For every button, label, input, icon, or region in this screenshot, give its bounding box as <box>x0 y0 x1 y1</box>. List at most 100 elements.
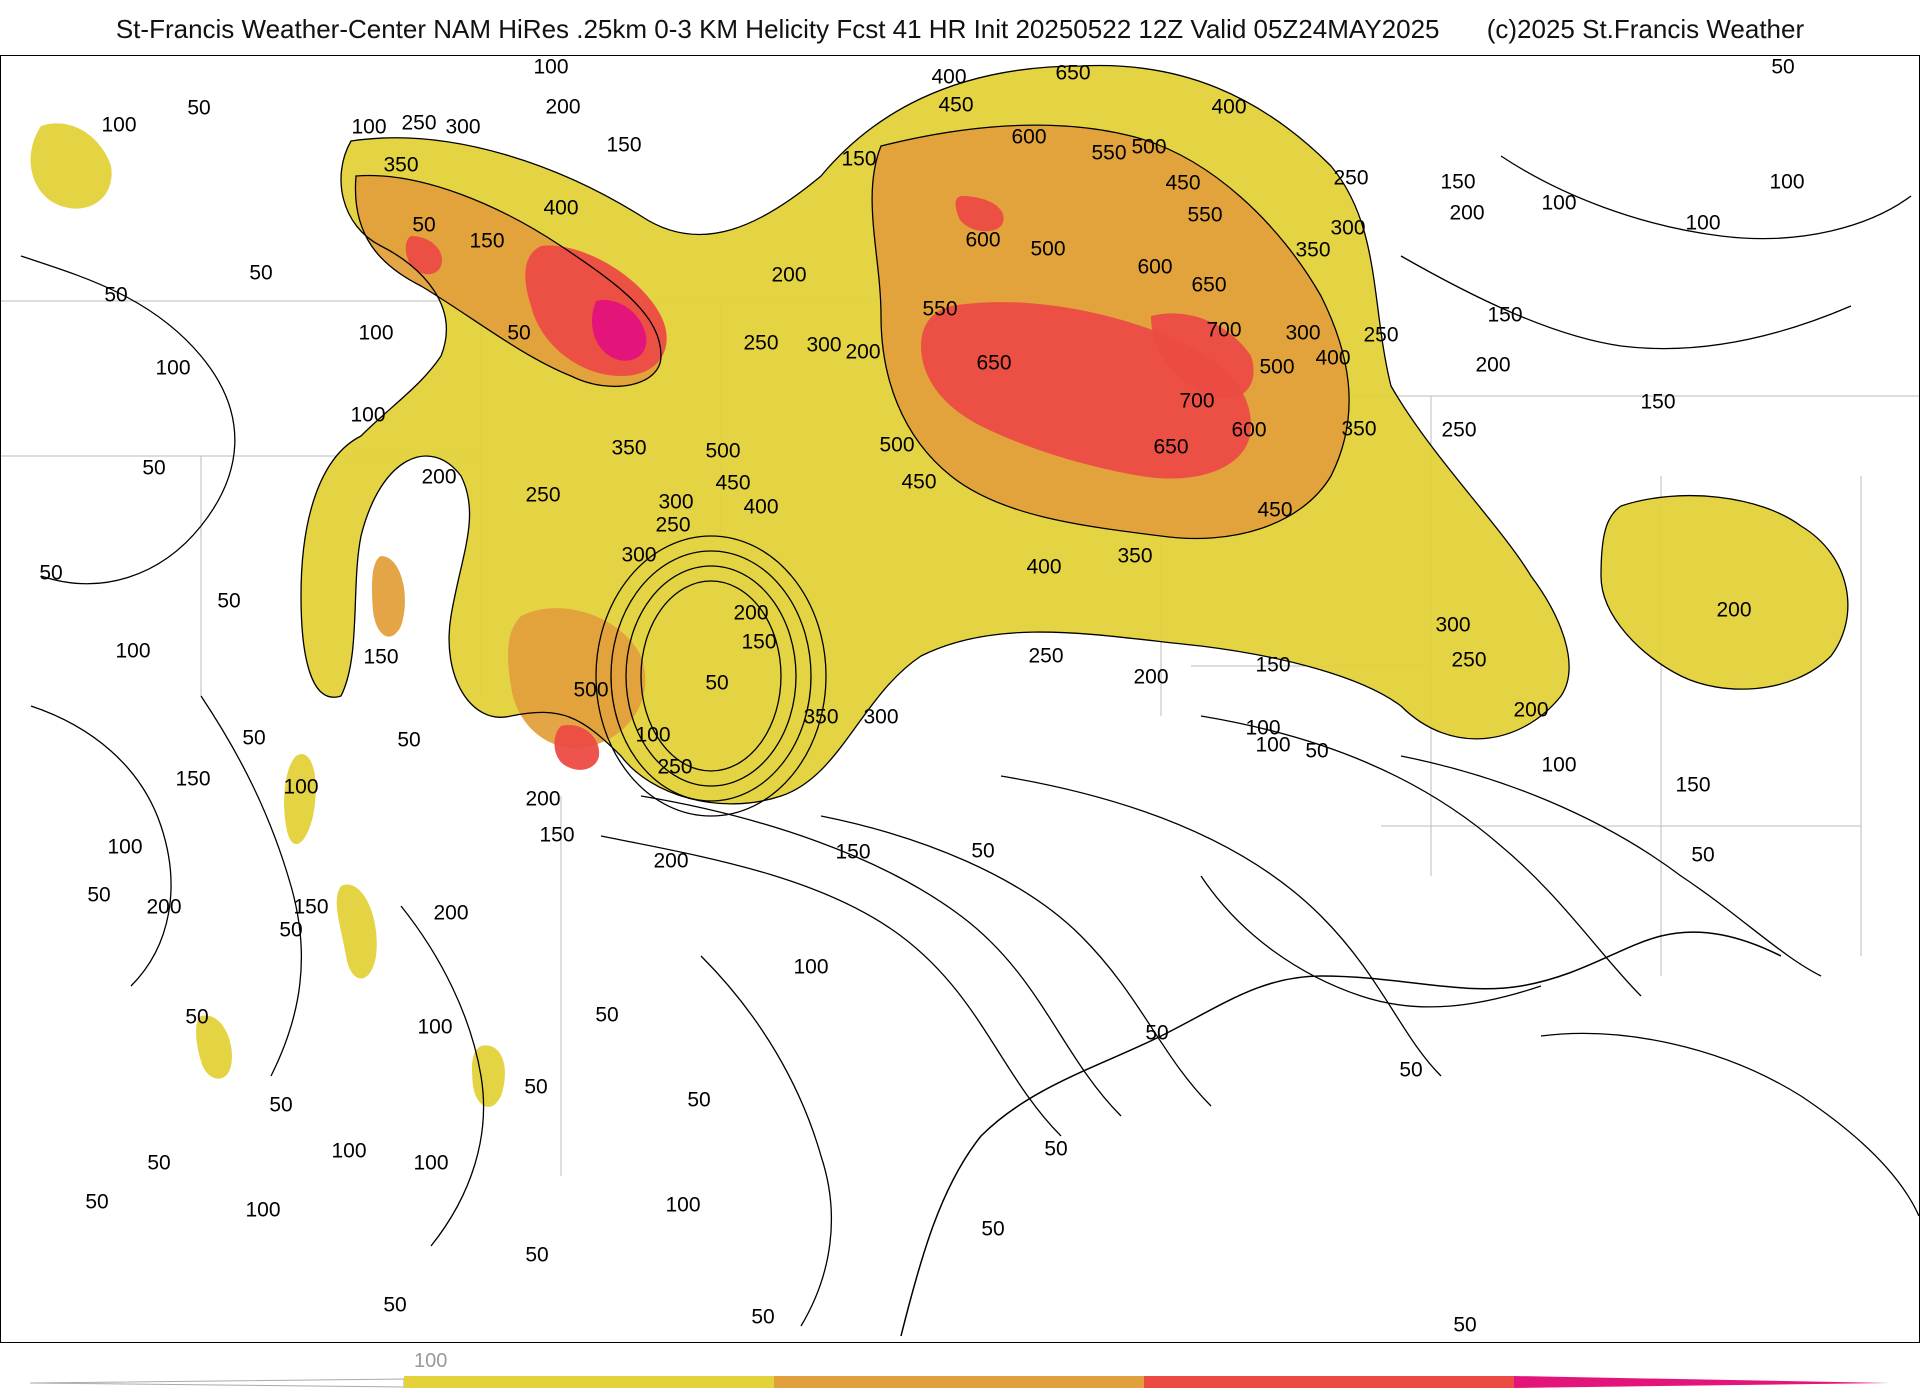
contour-label: 250 <box>743 332 778 355</box>
contour-label: 50 <box>383 1294 406 1317</box>
contour-label: 450 <box>1257 499 1292 522</box>
contour-label: 500 <box>705 440 740 463</box>
contour-label: 50 <box>87 884 110 907</box>
contour-label: 350 <box>1117 545 1152 568</box>
contour-label: 100 <box>358 322 393 345</box>
contour-label: 100 <box>1541 754 1576 777</box>
contour-label: 150 <box>606 134 641 157</box>
contour-label: 100 <box>417 1016 452 1039</box>
contour-label: 200 <box>845 341 880 364</box>
contour-label: 300 <box>1285 322 1320 345</box>
contour-label: 150 <box>741 631 776 654</box>
contour-label: 600 <box>1011 126 1046 149</box>
contour-label: 50 <box>1771 56 1794 79</box>
contour-label: 50 <box>187 97 210 120</box>
contour-label: 200 <box>421 466 456 489</box>
contour-label: 300 <box>1330 217 1365 240</box>
contour-label: 150 <box>1640 391 1675 414</box>
contour-label: 50 <box>1453 1314 1476 1337</box>
contour-label: 500 <box>1131 136 1166 159</box>
contour-label: 350 <box>383 154 418 177</box>
contour-label: 100 <box>350 404 385 427</box>
contour-label: 150 <box>175 768 210 791</box>
contour-label: 100 <box>115 640 150 663</box>
coastline <box>900 931 1782 1337</box>
legend-tick-label: 100 <box>414 1350 448 1372</box>
contour-label: 100 <box>331 1140 366 1163</box>
map-title: St-Francis Weather-Center NAM HiRes .25k… <box>0 14 1920 45</box>
contour-label: 150 <box>835 841 870 864</box>
contour-label: 600 <box>1137 256 1172 279</box>
contour-label: 100 <box>413 1152 448 1175</box>
contour-label: 200 <box>525 788 560 811</box>
contour-label: 350 <box>611 437 646 460</box>
contour-label: 50 <box>142 457 165 480</box>
contour-label: 400 <box>1211 96 1246 119</box>
contour-label: 100 <box>1541 192 1576 215</box>
legend-segment-100-200 <box>404 1376 774 1388</box>
helicity-band-400-plus <box>592 300 647 361</box>
contour-label: 200 <box>1449 202 1484 225</box>
contour-label: 50 <box>242 727 265 750</box>
contour-label: 50 <box>39 562 62 585</box>
contour-label: 700 <box>1206 319 1241 342</box>
contour-label: 200 <box>433 902 468 925</box>
contour-label: 250 <box>1441 419 1476 442</box>
contour-label: 650 <box>1191 274 1226 297</box>
legend-bar <box>30 1376 1890 1388</box>
contour-label: 350 <box>1295 239 1330 262</box>
contour-label: 50 <box>185 1006 208 1029</box>
legend-segment-200-300 <box>774 1376 1144 1388</box>
legend-segment-300-400 <box>1144 1376 1514 1388</box>
contour-label: 50 <box>85 1191 108 1214</box>
contour-label: 50 <box>1399 1059 1422 1082</box>
contour-label: 50 <box>705 672 728 695</box>
contour-label: 200 <box>545 96 580 119</box>
contour-label: 350 <box>1341 418 1376 441</box>
contour-label: 250 <box>1028 645 1063 668</box>
contour-label: 150 <box>1675 774 1710 797</box>
contour-label: 50 <box>507 322 530 345</box>
contour-label: 450 <box>901 471 936 494</box>
contour-label: 400 <box>1315 347 1350 370</box>
color-legend: 100 <box>30 1350 1890 1390</box>
contour-label: 100 <box>635 724 670 747</box>
contour-label: 200 <box>1513 699 1548 722</box>
contour-label: 650 <box>1153 436 1188 459</box>
contour-label: 50 <box>249 262 272 285</box>
copyright-text: (c)2025 St.Francis Weather <box>1486 14 1805 44</box>
contour-label: 200 <box>771 264 806 287</box>
contour-label: 50 <box>751 1306 774 1329</box>
contour-label: 200 <box>1716 599 1751 622</box>
contour-label: 100 <box>351 116 386 139</box>
contour-label: 550 <box>1091 142 1126 165</box>
contour-label: 50 <box>217 590 240 613</box>
contour-label: 100 <box>155 357 190 380</box>
contour-label: 100 <box>1255 734 1290 757</box>
contour-label: 300 <box>806 334 841 357</box>
contour-label: 250 <box>1363 324 1398 347</box>
contour-labels: 100 50 100 250 300 350 100 200 150 400 1… <box>39 56 1804 1337</box>
contour-label: 250 <box>401 112 436 135</box>
title-text: St-Francis Weather-Center NAM HiRes .25k… <box>115 14 1440 44</box>
contour-label: 250 <box>655 514 690 537</box>
contour-label: 50 <box>412 214 435 237</box>
contour-label: 50 <box>1305 740 1328 763</box>
contour-label: 600 <box>1231 419 1266 442</box>
map-svg: 100 50 100 250 300 350 100 200 150 400 1… <box>1 56 1919 1337</box>
contour-label: 50 <box>971 840 994 863</box>
contour-label: 650 <box>976 352 1011 375</box>
contour-label: 250 <box>1451 649 1486 672</box>
contour-label: 50 <box>1044 1138 1067 1161</box>
contour-label: 650 <box>1055 62 1090 85</box>
contour-label: 200 <box>653 850 688 873</box>
legend-segment-below-100 <box>30 1378 405 1388</box>
contour-label: 50 <box>1691 844 1714 867</box>
contour-label: 50 <box>525 1244 548 1267</box>
contour-label: 450 <box>715 472 750 495</box>
contour-label: 50 <box>595 1004 618 1027</box>
contour-label: 250 <box>657 756 692 779</box>
contour-label: 200 <box>1133 666 1168 689</box>
contour-label: 100 <box>107 836 142 859</box>
contour-label: 50 <box>524 1076 547 1099</box>
